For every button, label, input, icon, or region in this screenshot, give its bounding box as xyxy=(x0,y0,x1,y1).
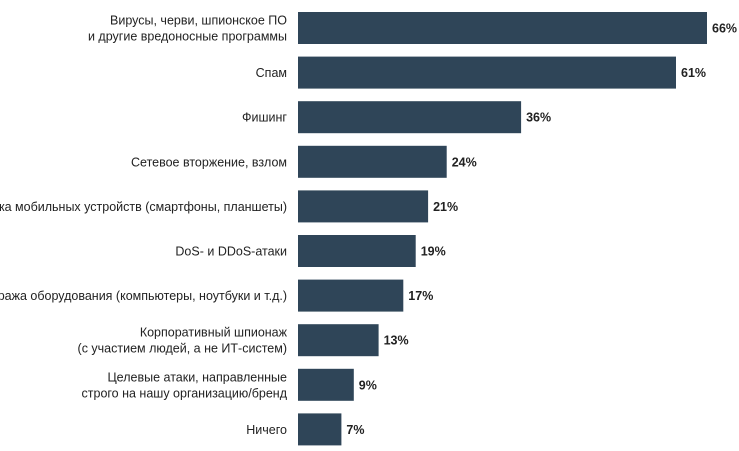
bar-6 xyxy=(298,279,404,312)
value-label-2: 36% xyxy=(526,111,551,125)
category-label-0-1: и другие вредоносные программы xyxy=(88,30,287,44)
category-label-3-0: Сетевое вторжение, взлом xyxy=(131,155,287,169)
category-label-7-0: Корпоративный шпионаж xyxy=(140,326,288,340)
value-label-8: 9% xyxy=(359,378,377,392)
value-label-0: 66% xyxy=(712,22,737,36)
bar-5 xyxy=(298,235,416,267)
bar-9 xyxy=(298,413,342,446)
category-label-9-0: Ничего xyxy=(246,423,287,437)
category-label-7-1: (с участием людей, а не ИТ-систем) xyxy=(78,342,287,356)
category-label-1-0: Спам xyxy=(256,66,287,80)
bar-4 xyxy=(298,190,429,223)
category-label-0-0: Вирусы, черви, шпионское ПО xyxy=(110,14,287,28)
category-label-8-0: Целевые атаки, направленные xyxy=(107,370,287,384)
bar-3 xyxy=(298,145,447,178)
bar-2 xyxy=(298,101,522,134)
bar-0 xyxy=(298,12,707,44)
value-label-4: 21% xyxy=(433,200,458,214)
category-label-2-0: Фишинг xyxy=(242,111,287,125)
value-label-9: 7% xyxy=(346,423,364,437)
value-label-5: 19% xyxy=(421,245,446,259)
category-label-4-0: Кража мобильных устройств (смартфоны, пл… xyxy=(0,200,287,214)
value-label-3: 24% xyxy=(452,155,477,169)
bar-7 xyxy=(298,324,379,357)
value-label-7: 13% xyxy=(384,334,409,348)
category-label-8-1: строго на нашу организацию/бренд xyxy=(82,386,288,400)
value-label-1: 61% xyxy=(681,66,706,80)
bar-1 xyxy=(298,56,676,89)
value-label-6: 17% xyxy=(408,289,433,303)
bar-8 xyxy=(298,368,354,401)
category-label-6-0: Кража оборудования (компьютеры, ноутбуки… xyxy=(0,289,287,303)
category-label-5-0: DoS- и DDoS-атаки xyxy=(175,245,287,259)
